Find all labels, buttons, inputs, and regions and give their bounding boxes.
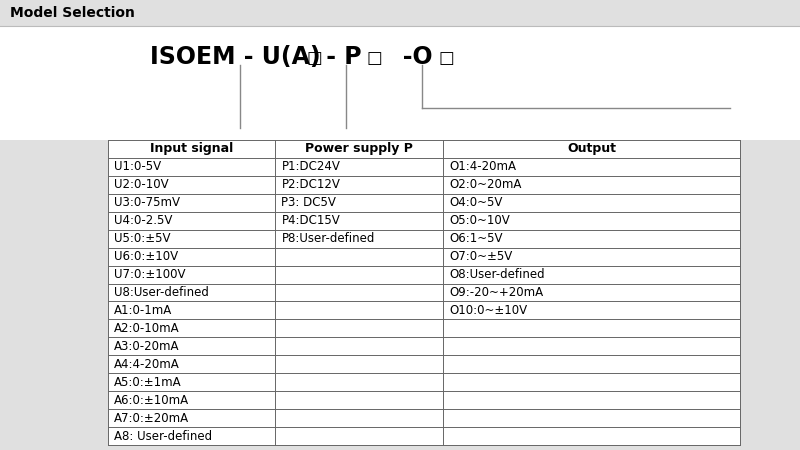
Text: -O: -O	[378, 45, 433, 69]
Text: O10:0~±10V: O10:0~±10V	[449, 304, 527, 317]
Text: O6:1~5V: O6:1~5V	[449, 232, 502, 245]
Text: A7:0:±20mA: A7:0:±20mA	[114, 412, 189, 425]
Text: P2:DC12V: P2:DC12V	[282, 178, 340, 191]
Text: U3:0-75mV: U3:0-75mV	[114, 196, 180, 209]
Text: ISOEM - U(A): ISOEM - U(A)	[150, 45, 321, 69]
Bar	[0, 0, 800, 26]
Bar	[108, 140, 740, 445]
Text: P4:DC15V: P4:DC15V	[282, 214, 340, 227]
Text: U5:0:±5V: U5:0:±5V	[114, 232, 170, 245]
Text: P1:DC24V: P1:DC24V	[282, 160, 340, 173]
Text: A3:0-20mA: A3:0-20mA	[114, 340, 179, 353]
Text: U2:0-10V: U2:0-10V	[114, 178, 169, 191]
Text: A4:4-20mA: A4:4-20mA	[114, 358, 180, 371]
Text: O2:0~20mA: O2:0~20mA	[449, 178, 522, 191]
Text: U8:User-defined: U8:User-defined	[114, 286, 209, 299]
Text: Input signal: Input signal	[150, 143, 234, 155]
Text: U1:0-5V: U1:0-5V	[114, 160, 161, 173]
Text: U6:0:±10V: U6:0:±10V	[114, 250, 178, 263]
Text: A6:0:±10mA: A6:0:±10mA	[114, 394, 189, 407]
Text: □: □	[306, 49, 322, 67]
Text: O7:0~±5V: O7:0~±5V	[449, 250, 512, 263]
Text: A1:0-1mA: A1:0-1mA	[114, 304, 172, 317]
Text: □: □	[366, 49, 382, 67]
Text: Model Selection: Model Selection	[10, 6, 135, 20]
Text: Power supply P: Power supply P	[306, 143, 413, 155]
Text: O4:0~5V: O4:0~5V	[449, 196, 502, 209]
Text: O8:User-defined: O8:User-defined	[449, 268, 545, 281]
Text: P3: DC5V: P3: DC5V	[282, 196, 336, 209]
Text: O9:-20~+20mA: O9:-20~+20mA	[449, 286, 543, 299]
Text: Output: Output	[567, 143, 616, 155]
Text: □: □	[438, 49, 454, 67]
Text: U7:0:±100V: U7:0:±100V	[114, 268, 186, 281]
Text: - P: - P	[318, 45, 362, 69]
Text: A2:0-10mA: A2:0-10mA	[114, 322, 180, 335]
Text: A5:0:±1mA: A5:0:±1mA	[114, 376, 182, 389]
Text: U4:0-2.5V: U4:0-2.5V	[114, 214, 172, 227]
Text: O5:0~10V: O5:0~10V	[449, 214, 510, 227]
Text: O1:4-20mA: O1:4-20mA	[449, 160, 516, 173]
Bar	[0, 26, 800, 140]
Text: P8:User-defined: P8:User-defined	[282, 232, 375, 245]
Text: A8: User-defined: A8: User-defined	[114, 430, 212, 442]
